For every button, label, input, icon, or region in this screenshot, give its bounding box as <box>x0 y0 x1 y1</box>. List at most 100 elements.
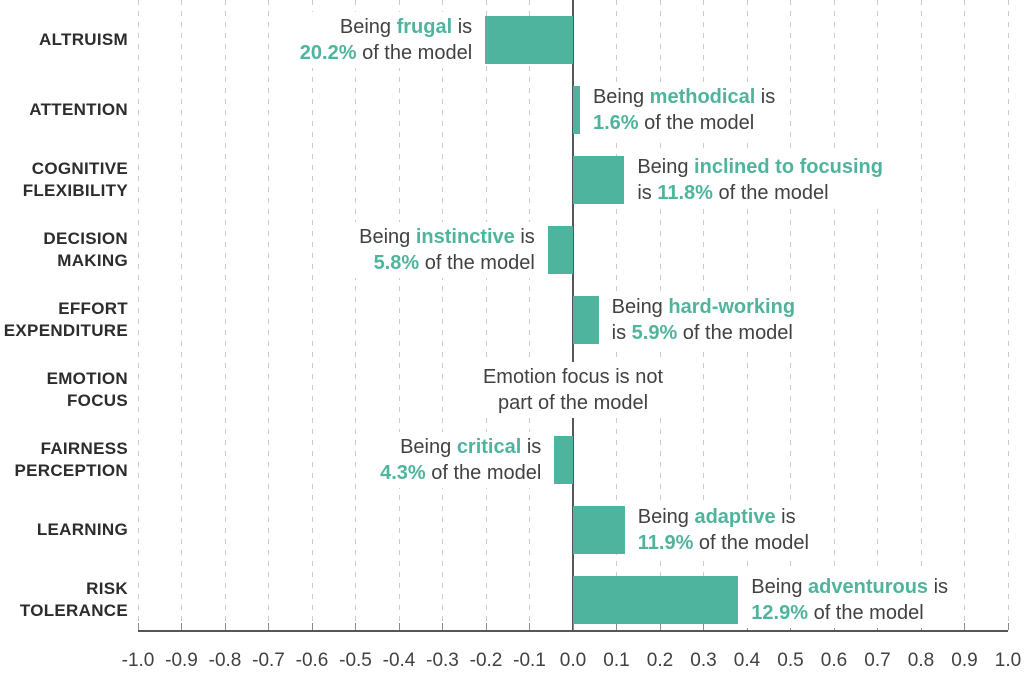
axis-tick <box>964 623 965 630</box>
annotation-line: 11.9% of the model <box>638 530 809 556</box>
annotation-text: is <box>452 16 473 38</box>
annotation-highlight-text: frugal <box>396 16 453 38</box>
annotation-text: Being <box>637 156 695 178</box>
category-label: COGNITIVE FLEXIBILITY <box>0 158 128 202</box>
axis-tick-label: 0.9 <box>951 650 978 671</box>
annotation-line: 1.6% of the model <box>593 110 775 136</box>
category-label-line: EXPENDITURE <box>3 321 128 340</box>
axis-tick-label: 0.7 <box>864 650 891 671</box>
category-label-line: FLEXIBILITY <box>22 181 128 200</box>
annotation-highlight-text: 11.9% <box>637 532 694 554</box>
annotation-line: 12.9% of the model <box>751 600 948 626</box>
category-label: DECISION MAKING <box>0 228 128 272</box>
category-label-line: EFFORT <box>58 299 128 318</box>
annotation-text: is <box>514 226 535 248</box>
annotation-text: of the model <box>677 322 793 344</box>
annotation-text: Being <box>400 436 457 458</box>
axis-tick <box>485 623 487 630</box>
annotation-text: Being <box>339 16 397 38</box>
bar-annotation: Emotion focus is not part of the model <box>478 362 668 418</box>
axis-tick <box>659 623 661 630</box>
gridline <box>529 0 530 630</box>
gridline <box>398 0 400 630</box>
category-label: EMOTION FOCUS <box>0 368 128 412</box>
annotation-line: Being critical is <box>380 434 541 460</box>
axis-tick-label: -0.3 <box>426 650 459 671</box>
axis-tick-label: 0.3 <box>690 650 717 671</box>
bar-annotation: Being frugal is 20.2% of the model <box>295 12 477 68</box>
annotation-text: of the model <box>638 112 755 134</box>
bar-annotation: Being instinctive is 5.8% of the model <box>355 222 539 278</box>
category-label-line: COGNITIVE <box>31 159 128 178</box>
annotation-text: part of the model <box>497 392 649 414</box>
gridline <box>877 0 878 630</box>
annotation-text: is <box>521 436 542 458</box>
annotation-line: Being frugal is <box>300 14 472 40</box>
category-label: EFFORT EXPENDITURE <box>0 298 128 342</box>
category-label-line: ALTRUISM <box>39 30 128 49</box>
gridline <box>224 0 226 630</box>
bar <box>573 156 625 204</box>
annotation-text: of the model <box>425 462 542 484</box>
axis-tick-label: 1.0 <box>994 650 1022 671</box>
category-label-line: RISK <box>86 579 128 598</box>
annotation-text: of the model <box>808 602 924 624</box>
axis-tick-label: 0.0 <box>559 650 587 671</box>
bar-annotation: Being critical is 4.3% of the model <box>376 432 546 488</box>
gridline <box>181 0 182 630</box>
gridline <box>355 0 356 630</box>
axis-tick <box>703 623 704 630</box>
annotation-text: is <box>611 322 632 344</box>
gridline <box>964 0 965 630</box>
annotation-line: 20.2% of the model <box>300 40 472 66</box>
axis-tick-label: 0.4 <box>733 650 761 671</box>
axis-tick-label: 0.1 <box>603 650 630 671</box>
annotation-line: 5.8% of the model <box>359 250 535 276</box>
axis-tick-label: -0.7 <box>252 650 285 671</box>
category-label: ATTENTION <box>0 99 128 121</box>
category-label: RISK TOLERANCE <box>0 578 128 622</box>
annotation-highlight-text: methodical <box>649 86 756 108</box>
annotation-line: Being adventurous is <box>751 574 948 600</box>
category-label: LEARNING <box>0 519 128 541</box>
category-label: FAIRNESS PERCEPTION <box>0 438 128 482</box>
axis-tick-label: 0.8 <box>907 650 935 671</box>
bar <box>547 226 573 274</box>
annotation-highlight-text: 5.9% <box>631 322 678 344</box>
annotation-line: part of the model <box>483 390 663 416</box>
category-label-line: PERCEPTION <box>14 461 128 480</box>
annotation-line: Being methodical is <box>593 84 775 110</box>
annotation-text: Being <box>592 86 650 108</box>
axis-tick <box>311 623 313 630</box>
bar <box>554 436 573 484</box>
axis-tick-label: -0.5 <box>339 650 372 671</box>
bar-annotation: Being adaptive is 11.9% of the model <box>633 502 813 558</box>
bar <box>573 576 739 624</box>
category-label: ALTRUISM <box>0 29 128 51</box>
category-label-line: LEARNING <box>36 520 128 539</box>
annotation-text: Emotion focus is not <box>482 366 664 388</box>
x-axis-line <box>138 630 1008 632</box>
annotation-text: Being <box>751 576 809 598</box>
gridline <box>311 0 313 630</box>
category-label-line: EMOTION <box>46 369 128 388</box>
axis-tick <box>181 623 182 630</box>
axis-tick-label: 0.2 <box>646 650 674 671</box>
annotation-highlight-text: adventurous <box>808 576 929 598</box>
category-label-line: MAKING <box>57 251 128 270</box>
annotation-line: 4.3% of the model <box>380 460 541 486</box>
bar-annotation: Being methodical is 1.6% of the model <box>588 82 780 138</box>
annotation-text: of the model <box>419 252 535 274</box>
category-label-line: ATTENTION <box>29 100 128 119</box>
annotation-highlight-text: 5.8% <box>373 252 420 274</box>
axis-tick <box>572 623 574 630</box>
bar-annotation: Being inclined to focusing is 11.8% of th… <box>633 152 887 208</box>
axis-tick <box>137 623 139 630</box>
category-label-line: FOCUS <box>67 391 128 410</box>
axis-tick <box>746 623 748 630</box>
category-label-line: DECISION <box>43 229 128 248</box>
axis-tick <box>616 623 617 630</box>
annotation-line: Emotion focus is not <box>483 364 663 390</box>
axis-tick-label: -0.9 <box>165 650 198 671</box>
annotation-text: is <box>775 506 796 528</box>
